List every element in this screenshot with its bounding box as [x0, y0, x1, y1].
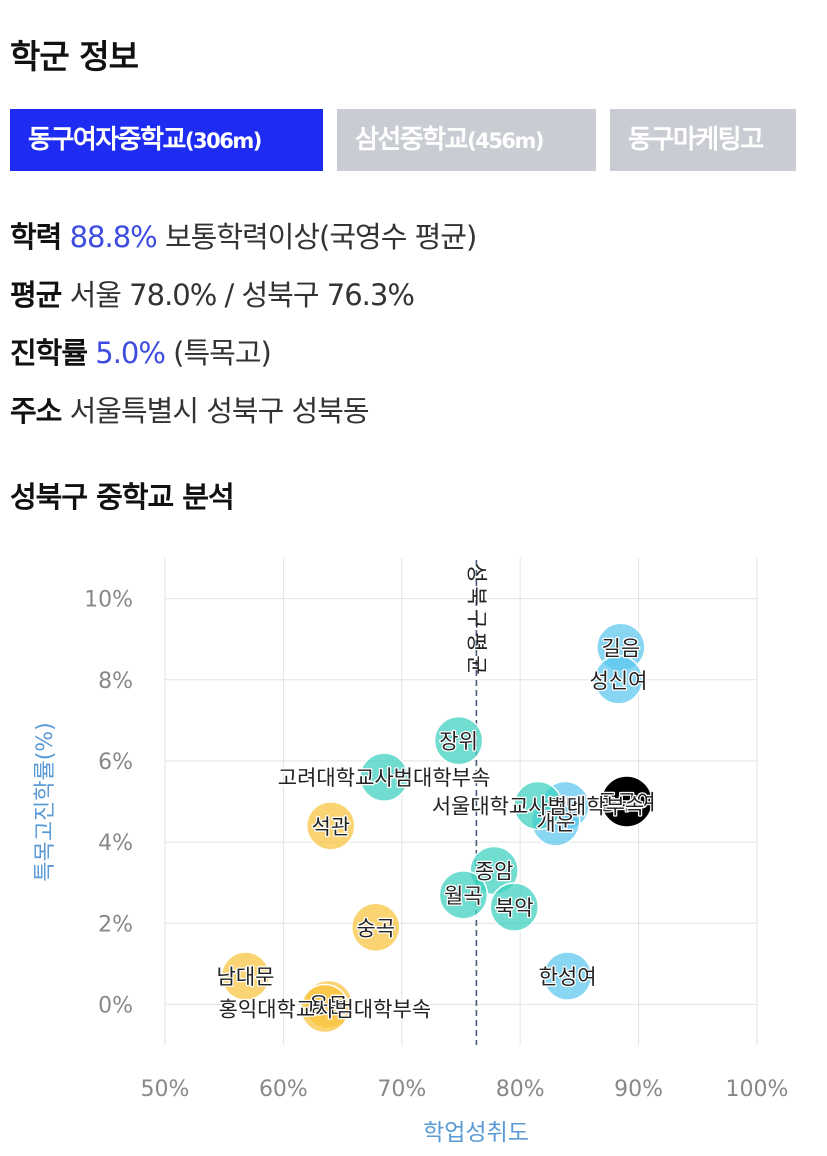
reference-line-label-char: 평: [464, 632, 488, 651]
info-advancement-value: 5.0%: [95, 336, 166, 370]
info-academic-suffix: 보통학력이상(국영수 평균): [164, 220, 477, 254]
x-tick-label: 80%: [496, 1077, 545, 1102]
reference-line-label-char: 균: [464, 655, 488, 674]
data-point: [433, 715, 484, 766]
reference-line-label-char: 북: [464, 586, 488, 605]
y-tick-label: 2%: [98, 912, 133, 937]
info-address-label: 주소: [10, 394, 62, 428]
info-academic: 학력 88.8% 보통학력이상(국영수 평균): [10, 214, 477, 272]
data-point-label: 월곡: [444, 884, 483, 908]
school-tabs: 동구여자중학교(306m) 삼선중학교(456m) 동구마케팅고: [10, 109, 796, 171]
y-axis-title: 특목고진학률(%): [33, 722, 58, 882]
x-tick-label: 100%: [726, 1077, 789, 1102]
y-tick-label: 0%: [98, 993, 133, 1018]
data-point: [438, 870, 489, 920]
data-point-label: 남대문: [217, 965, 275, 989]
data-point-label: 용문: [309, 993, 348, 1017]
data-point-label: 동구여: [598, 791, 656, 815]
reference-line-label-char: 성: [464, 563, 488, 582]
data-point: [351, 902, 401, 953]
x-tick-label: 90%: [614, 1077, 663, 1102]
info-advancement: 진학률 5.0% (특목고): [10, 330, 476, 388]
y-tick-label: 10%: [84, 588, 133, 613]
data-point-label: 서울대학교사범대학부속: [432, 795, 645, 819]
data-point: [593, 655, 644, 705]
data-point: [602, 776, 652, 827]
data-point-label: 고려대학교사범대학부속: [278, 766, 491, 790]
info-address-text: 서울특별시 성북구 성북동: [69, 394, 370, 428]
tab-school-3[interactable]: 동구마케팅고: [610, 109, 796, 171]
info-address: 주소 서울특별시 성북구 성북동: [10, 388, 476, 446]
data-point: [513, 780, 563, 831]
data-point-label: 석관: [311, 815, 350, 839]
tab-school-1-name: 동구여자중학교: [28, 125, 186, 155]
info-advancement-suffix: (특목고): [173, 336, 272, 370]
info-advancement-label: 진학률: [10, 336, 88, 370]
data-point-label: 길음: [602, 636, 641, 660]
x-axis-title: 학업성취도: [423, 1120, 529, 1146]
info-academic-label: 학력: [10, 220, 62, 254]
tab-school-2-name: 삼선중학교: [355, 125, 469, 155]
tab-school-3-name: 동구마케팅고: [628, 125, 764, 155]
info-average: 평균 서울 78.0% / 성북구 76.3%: [10, 272, 476, 330]
chart-title: 성북구 중학교 분석: [10, 480, 235, 514]
data-point-label: 고명: [546, 795, 585, 819]
tab-school-1[interactable]: 동구여자중학교(306m): [10, 109, 323, 171]
tab-school-2[interactable]: 삼선중학교(456m): [337, 109, 596, 171]
data-point-label: 한성여: [539, 965, 597, 989]
tab-school-2-distance: (456m): [467, 129, 544, 153]
school-info: 학력 88.8% 보통학력이상(국영수 평균) 평균 서울 78.0% / 성북…: [10, 214, 477, 446]
data-point: [220, 951, 271, 1001]
data-point-label: 개운: [536, 811, 575, 835]
data-point: [300, 983, 350, 1034]
data-point: [306, 801, 356, 851]
reference-line-label-char: 구: [464, 609, 488, 628]
tab-school-1-distance: (306m): [184, 129, 262, 153]
x-tick-label: 70%: [377, 1077, 426, 1102]
scatter-chart: 0% 2% 4% 6% 8% 10% 50% 60% 70% 80% 90% 100% 학업성취도 특목고…: [33, 558, 789, 1146]
data-point-label: 종암: [475, 859, 514, 883]
data-point: [489, 882, 540, 932]
data-point: [359, 752, 409, 802]
y-tick-label: 8%: [98, 669, 133, 694]
data-point-label: 북악: [495, 896, 534, 920]
x-tick-label: 60%: [259, 1077, 308, 1102]
data-point-label: 장위: [439, 730, 478, 754]
section-title: 학군 정보: [10, 37, 139, 76]
data-point-label: 숭곡: [356, 916, 395, 940]
y-tick-label: 4%: [98, 831, 133, 856]
data-point: [542, 951, 593, 1001]
info-average-text: 서울 78.0% / 성북구 76.3%: [69, 278, 415, 312]
info-average-label: 평균: [10, 278, 62, 312]
y-tick-label: 6%: [98, 750, 133, 775]
data-point-label: 홍익대학교사범대학부속: [219, 997, 432, 1021]
data-point-label: 성신여: [589, 669, 647, 693]
info-academic-value: 88.8%: [69, 220, 158, 254]
x-tick-label: 50%: [141, 1077, 190, 1102]
